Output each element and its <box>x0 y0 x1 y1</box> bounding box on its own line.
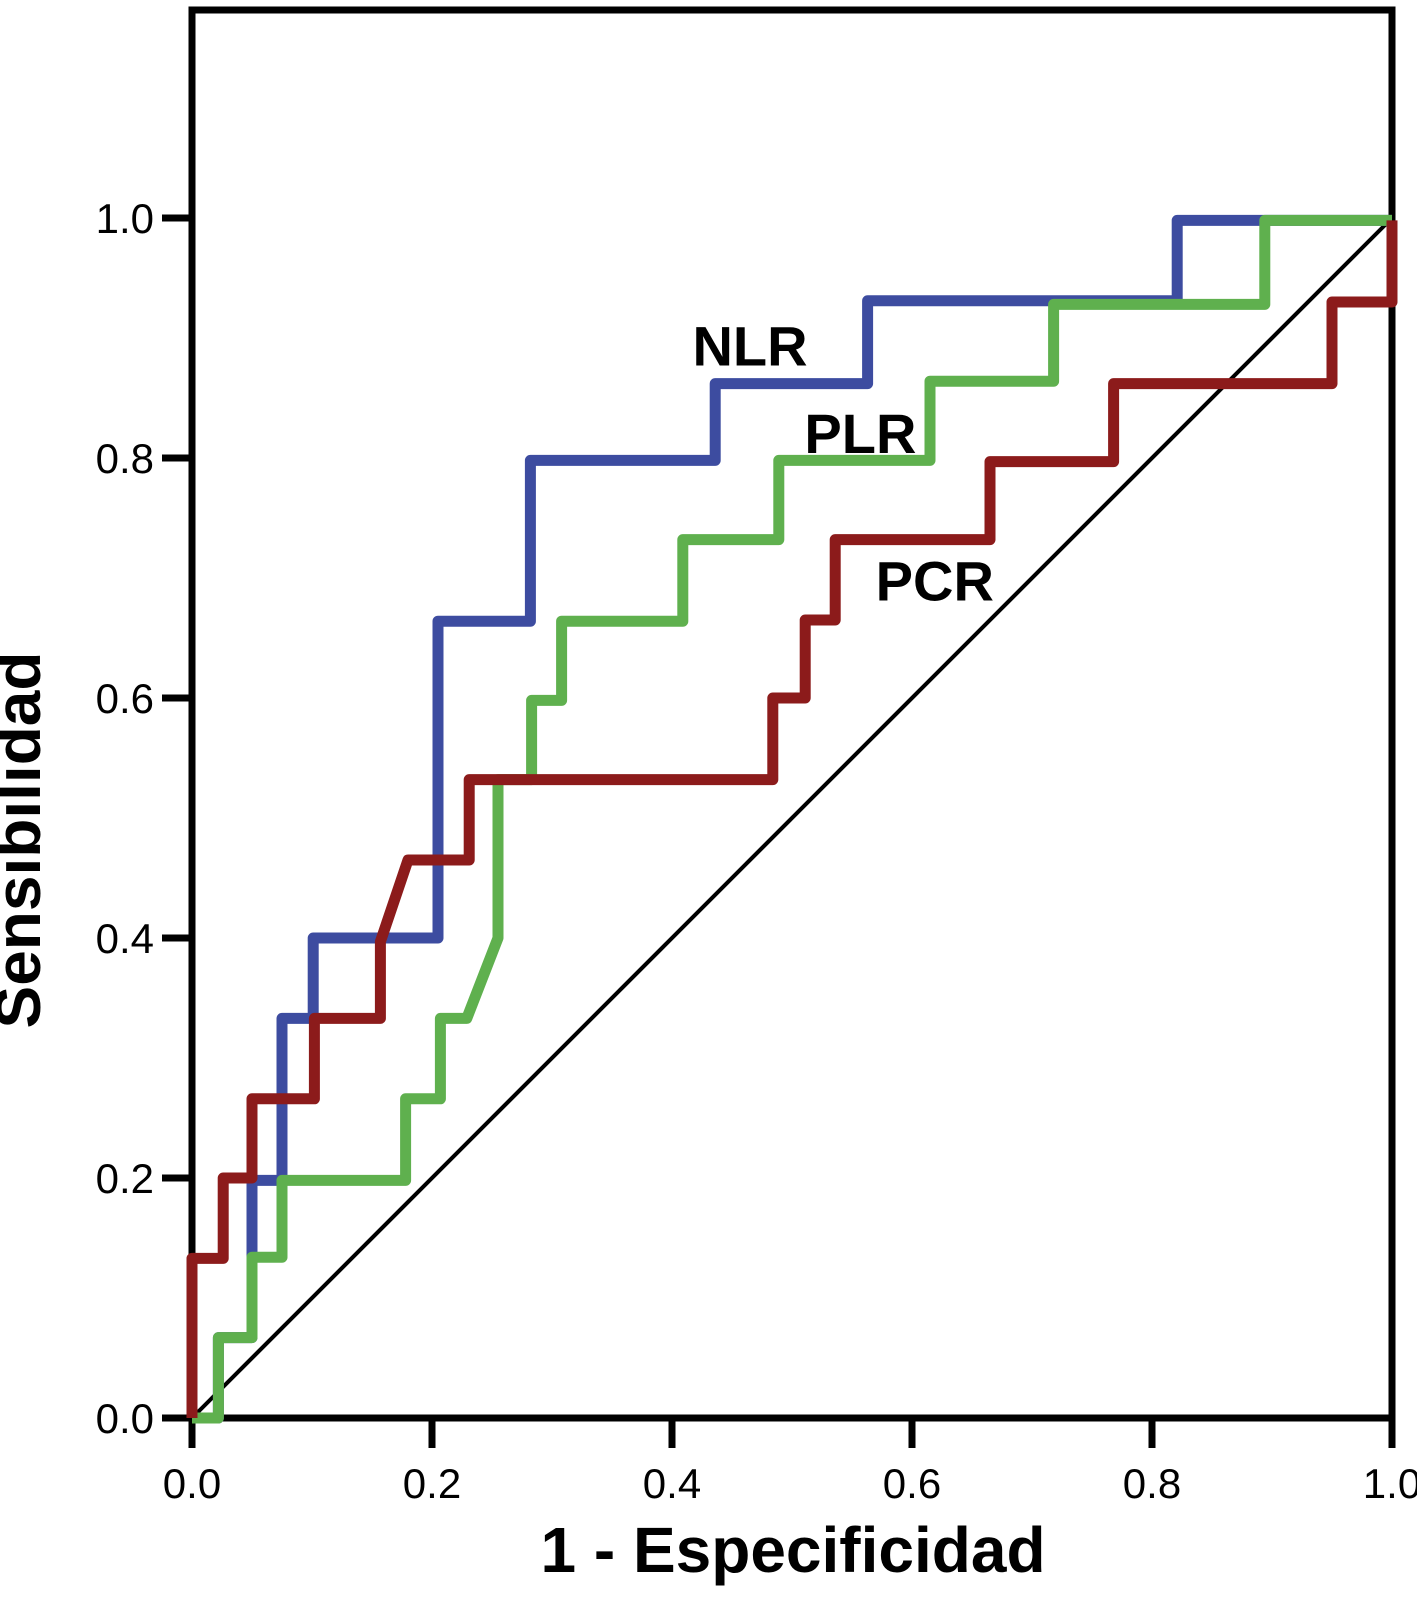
roc-curve-pcr <box>186 220 1398 1418</box>
y-tick-label: 1.0 <box>96 195 154 242</box>
y-axis-title: Sensibilidad <box>0 652 54 1029</box>
plot-box <box>188 6 1396 1422</box>
y-tick-label: 0.2 <box>96 1155 154 1202</box>
series-label-nlr: NLR <box>692 314 807 377</box>
series-label-plr: PLR <box>804 402 916 465</box>
y-tick-label: 0.6 <box>96 675 154 722</box>
diagonal-reference <box>190 216 1394 1420</box>
x-tick-label: 0.4 <box>643 1460 701 1507</box>
x-tick-label: 0.6 <box>883 1460 941 1507</box>
y-tick-label: 0.0 <box>96 1395 154 1442</box>
plot-area: 0.0 0.2 0.4 0.6 0.8 1.0 0.0 0.2 0.4 0.6 0.8 1.0 NLR P… <box>96 6 1417 1507</box>
x-tick-label: 0.8 <box>1123 1460 1181 1507</box>
series-label-pcr: PCR <box>876 550 994 613</box>
y-tick-label: 0.4 <box>96 915 154 962</box>
y-tick-label: 0.8 <box>96 435 154 482</box>
x-axis-title: 1 - Especificidad <box>540 1514 1045 1586</box>
x-tick-label: 1.0 <box>1363 1460 1417 1507</box>
x-tick-label: 0.0 <box>163 1460 221 1507</box>
x-tick-label: 0.2 <box>403 1460 461 1507</box>
